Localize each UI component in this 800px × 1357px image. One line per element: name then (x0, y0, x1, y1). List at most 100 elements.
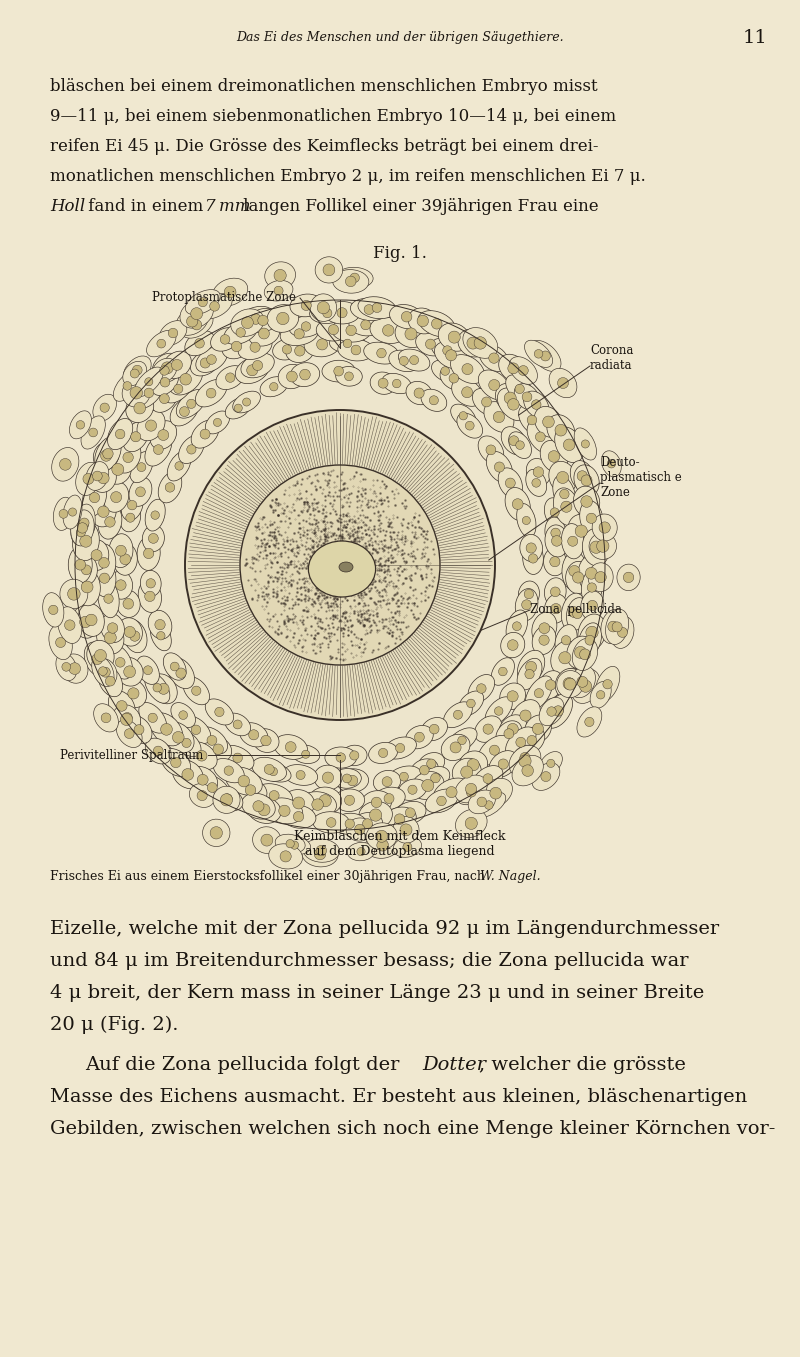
Ellipse shape (468, 674, 494, 703)
Ellipse shape (549, 461, 577, 494)
Ellipse shape (255, 761, 291, 782)
Ellipse shape (510, 700, 540, 731)
Ellipse shape (558, 668, 582, 697)
Ellipse shape (84, 642, 110, 676)
Ellipse shape (145, 433, 172, 465)
Ellipse shape (500, 683, 526, 710)
Ellipse shape (235, 357, 269, 384)
Ellipse shape (150, 620, 171, 651)
Ellipse shape (185, 410, 495, 721)
Ellipse shape (100, 668, 110, 677)
Ellipse shape (195, 380, 227, 407)
Ellipse shape (226, 767, 262, 795)
Ellipse shape (207, 735, 217, 745)
Ellipse shape (190, 784, 215, 807)
Ellipse shape (524, 589, 534, 598)
Ellipse shape (399, 357, 408, 365)
Ellipse shape (159, 394, 170, 403)
Ellipse shape (532, 626, 556, 654)
Ellipse shape (137, 536, 160, 570)
Ellipse shape (545, 525, 569, 556)
Ellipse shape (126, 716, 152, 744)
Ellipse shape (370, 809, 382, 821)
Ellipse shape (551, 536, 562, 547)
Ellipse shape (478, 436, 504, 464)
Ellipse shape (154, 746, 163, 756)
Ellipse shape (98, 506, 109, 517)
Ellipse shape (346, 275, 356, 286)
Ellipse shape (214, 759, 244, 783)
Ellipse shape (210, 301, 219, 311)
Ellipse shape (542, 417, 554, 427)
Ellipse shape (361, 320, 370, 330)
Ellipse shape (93, 471, 102, 480)
Ellipse shape (509, 432, 531, 459)
Ellipse shape (105, 517, 115, 527)
Ellipse shape (394, 814, 405, 825)
Ellipse shape (393, 817, 419, 843)
Ellipse shape (173, 731, 184, 744)
Ellipse shape (310, 294, 337, 322)
Ellipse shape (163, 653, 186, 680)
Ellipse shape (188, 767, 218, 792)
Ellipse shape (573, 571, 584, 584)
Ellipse shape (126, 513, 135, 522)
Ellipse shape (86, 641, 114, 670)
Ellipse shape (54, 497, 74, 531)
Ellipse shape (526, 543, 536, 554)
Ellipse shape (580, 501, 603, 536)
Ellipse shape (550, 508, 559, 517)
Ellipse shape (200, 429, 210, 440)
Ellipse shape (256, 784, 293, 807)
Ellipse shape (477, 684, 486, 693)
Ellipse shape (146, 578, 155, 588)
Ellipse shape (474, 716, 502, 742)
Ellipse shape (258, 328, 270, 339)
Ellipse shape (532, 612, 557, 645)
Ellipse shape (543, 548, 566, 575)
Ellipse shape (463, 327, 498, 358)
Ellipse shape (590, 541, 602, 554)
Ellipse shape (597, 540, 609, 552)
Ellipse shape (77, 528, 86, 537)
Ellipse shape (526, 676, 553, 711)
Ellipse shape (525, 341, 553, 368)
Ellipse shape (520, 710, 531, 721)
Ellipse shape (518, 650, 545, 684)
Ellipse shape (399, 772, 408, 782)
Ellipse shape (98, 472, 109, 484)
Ellipse shape (531, 400, 541, 410)
Ellipse shape (290, 362, 320, 387)
Ellipse shape (186, 316, 198, 327)
Ellipse shape (150, 712, 182, 746)
Ellipse shape (568, 514, 595, 548)
Text: reifen Ei 45 μ. Die Grösse des Keimflecks beträgt bei einem drei-: reifen Ei 45 μ. Die Grösse des Keimfleck… (50, 138, 598, 155)
Ellipse shape (611, 616, 634, 649)
Ellipse shape (513, 622, 522, 631)
Ellipse shape (466, 783, 477, 795)
Ellipse shape (520, 535, 542, 562)
Ellipse shape (180, 373, 191, 385)
Ellipse shape (526, 470, 546, 497)
Ellipse shape (484, 402, 514, 433)
Text: Masse des Eichens ausmacht. Er besteht aus kleinen, bläschenartigen: Masse des Eichens ausmacht. Er besteht a… (50, 1088, 747, 1106)
Ellipse shape (146, 738, 171, 764)
Ellipse shape (466, 787, 476, 797)
Ellipse shape (573, 609, 582, 619)
Ellipse shape (507, 639, 518, 650)
Ellipse shape (333, 270, 369, 293)
Ellipse shape (180, 312, 213, 338)
Ellipse shape (176, 389, 206, 418)
Ellipse shape (90, 493, 100, 502)
Ellipse shape (214, 707, 224, 716)
Ellipse shape (286, 370, 298, 381)
Ellipse shape (526, 661, 537, 673)
Ellipse shape (206, 388, 216, 398)
Ellipse shape (454, 710, 462, 719)
Ellipse shape (72, 521, 99, 560)
Ellipse shape (561, 501, 572, 513)
Ellipse shape (115, 546, 126, 556)
Ellipse shape (578, 613, 606, 651)
Ellipse shape (418, 311, 455, 337)
Ellipse shape (231, 341, 242, 351)
